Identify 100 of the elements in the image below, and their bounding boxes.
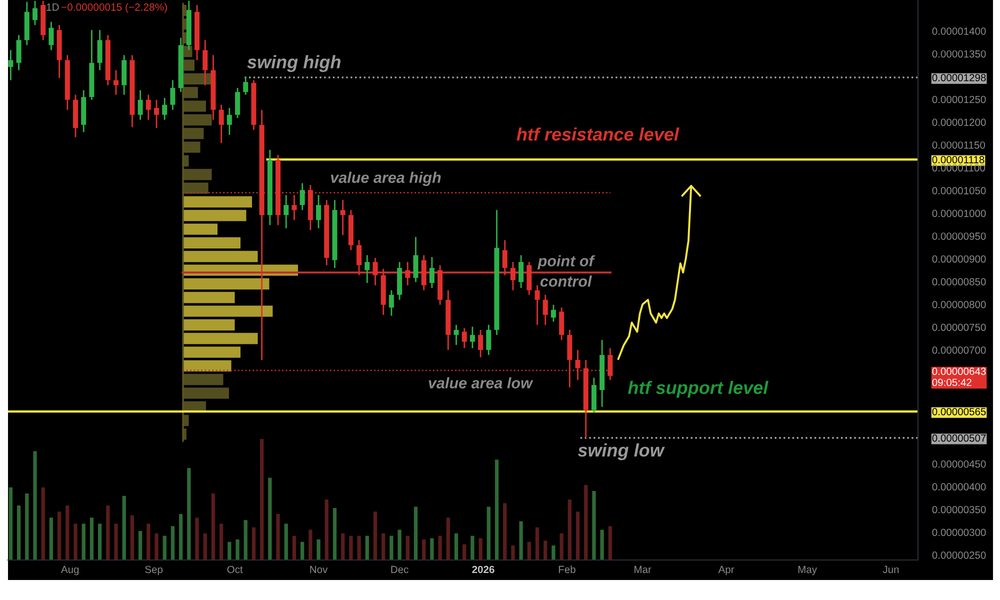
bar xyxy=(276,514,280,560)
bar xyxy=(98,524,102,560)
y-tick-label: 0.00000300 xyxy=(932,528,986,536)
candlestick xyxy=(364,254,370,284)
candlestick xyxy=(300,182,305,211)
y-tick-label: 0.00000700 xyxy=(932,346,986,354)
y-tick-label: 0.00000565 xyxy=(932,408,986,416)
y-tick-label: 0.00000507 xyxy=(932,434,986,442)
bar xyxy=(122,496,126,560)
y-tick-label: 0.00001118 xyxy=(932,156,984,164)
candlestick xyxy=(202,39,208,86)
bar xyxy=(503,503,507,560)
bar xyxy=(486,506,490,560)
bar xyxy=(183,237,240,248)
bar xyxy=(382,533,386,560)
candlestick xyxy=(550,304,556,322)
candlestick xyxy=(170,80,176,111)
candlestick xyxy=(48,21,54,51)
candlestick xyxy=(486,324,492,356)
candlestick xyxy=(138,90,143,121)
bar xyxy=(527,542,531,560)
candlestick xyxy=(162,97,168,121)
bar xyxy=(57,512,62,560)
bar xyxy=(82,524,86,560)
bar xyxy=(183,346,240,358)
candlestick xyxy=(542,294,548,326)
bar xyxy=(552,545,556,560)
bar xyxy=(300,542,304,560)
x-tick-label: Jun xyxy=(882,566,899,574)
y-tick-label: 0.00000450 xyxy=(932,460,986,468)
y-tick-label: 0.00001250 xyxy=(932,96,986,104)
ref-line-label: value area low xyxy=(428,377,534,388)
candlestick xyxy=(32,0,38,26)
candlestick xyxy=(478,329,484,358)
candlestick xyxy=(559,306,564,341)
bar xyxy=(544,540,548,560)
y-tick-label: 0.00000400 xyxy=(932,483,986,490)
bar xyxy=(324,500,328,560)
y-tick-label: 0.00001350 xyxy=(932,50,986,58)
candlestick xyxy=(534,284,540,326)
bar xyxy=(162,536,166,560)
y-tick-label: 0.00000800 xyxy=(932,300,986,308)
bar xyxy=(284,524,288,560)
bar xyxy=(592,491,596,560)
bar xyxy=(414,506,418,560)
bar xyxy=(74,524,78,560)
bar xyxy=(430,538,434,560)
candlestick xyxy=(146,94,151,121)
x-tick-label: Mar xyxy=(634,566,652,574)
candlestick xyxy=(114,69,119,96)
y-tick-label: 0.00000643 09:05:42 xyxy=(932,368,986,386)
candlestick xyxy=(292,194,297,221)
bar xyxy=(341,533,345,560)
y-tick-label: 0.00001200 xyxy=(932,118,986,126)
bar xyxy=(154,533,158,560)
annotation: −0.00000015 (−2.28%) xyxy=(62,3,167,13)
bar xyxy=(8,487,13,560)
bar xyxy=(183,210,246,222)
bar xyxy=(584,484,588,560)
chart-title: 1D xyxy=(46,4,59,11)
bar xyxy=(183,224,218,235)
candlestick xyxy=(356,239,362,276)
bar xyxy=(183,250,258,262)
bar xyxy=(292,536,296,560)
bar xyxy=(252,527,256,560)
bar xyxy=(494,460,499,560)
candlestick xyxy=(316,194,322,229)
bar xyxy=(357,536,361,560)
x-tick-label: Apr xyxy=(718,566,734,576)
bar xyxy=(90,518,94,560)
bar xyxy=(178,514,183,560)
candlestick xyxy=(470,326,475,349)
ref-line-label: htf resistance level xyxy=(516,127,680,141)
candlestick xyxy=(518,254,524,289)
bar xyxy=(608,526,612,560)
bar xyxy=(438,536,442,560)
candlestick xyxy=(372,257,378,286)
bar xyxy=(365,536,369,560)
candlestick xyxy=(243,76,248,96)
x-tick-label: Aug xyxy=(60,566,79,576)
bar xyxy=(373,512,378,560)
bar xyxy=(138,530,142,560)
y-tick-label: 0.00000350 xyxy=(932,506,986,514)
bar xyxy=(349,536,353,560)
bar xyxy=(187,468,191,560)
bar xyxy=(398,530,402,560)
candlestick xyxy=(454,324,459,346)
candlestick xyxy=(575,349,580,381)
candlestick xyxy=(8,49,14,81)
y-tick-label: 0.00000750 xyxy=(932,324,986,331)
bar xyxy=(183,196,252,208)
bar xyxy=(519,521,523,560)
ref-line-label: swing high xyxy=(247,55,340,72)
x-tick-label: Sep xyxy=(145,566,163,576)
ref-line-label: value area high xyxy=(330,172,441,186)
bar xyxy=(244,520,248,560)
candlestick xyxy=(388,290,394,316)
x-tick-label: Nov xyxy=(310,566,328,574)
bar xyxy=(316,539,320,560)
bar xyxy=(454,533,458,560)
